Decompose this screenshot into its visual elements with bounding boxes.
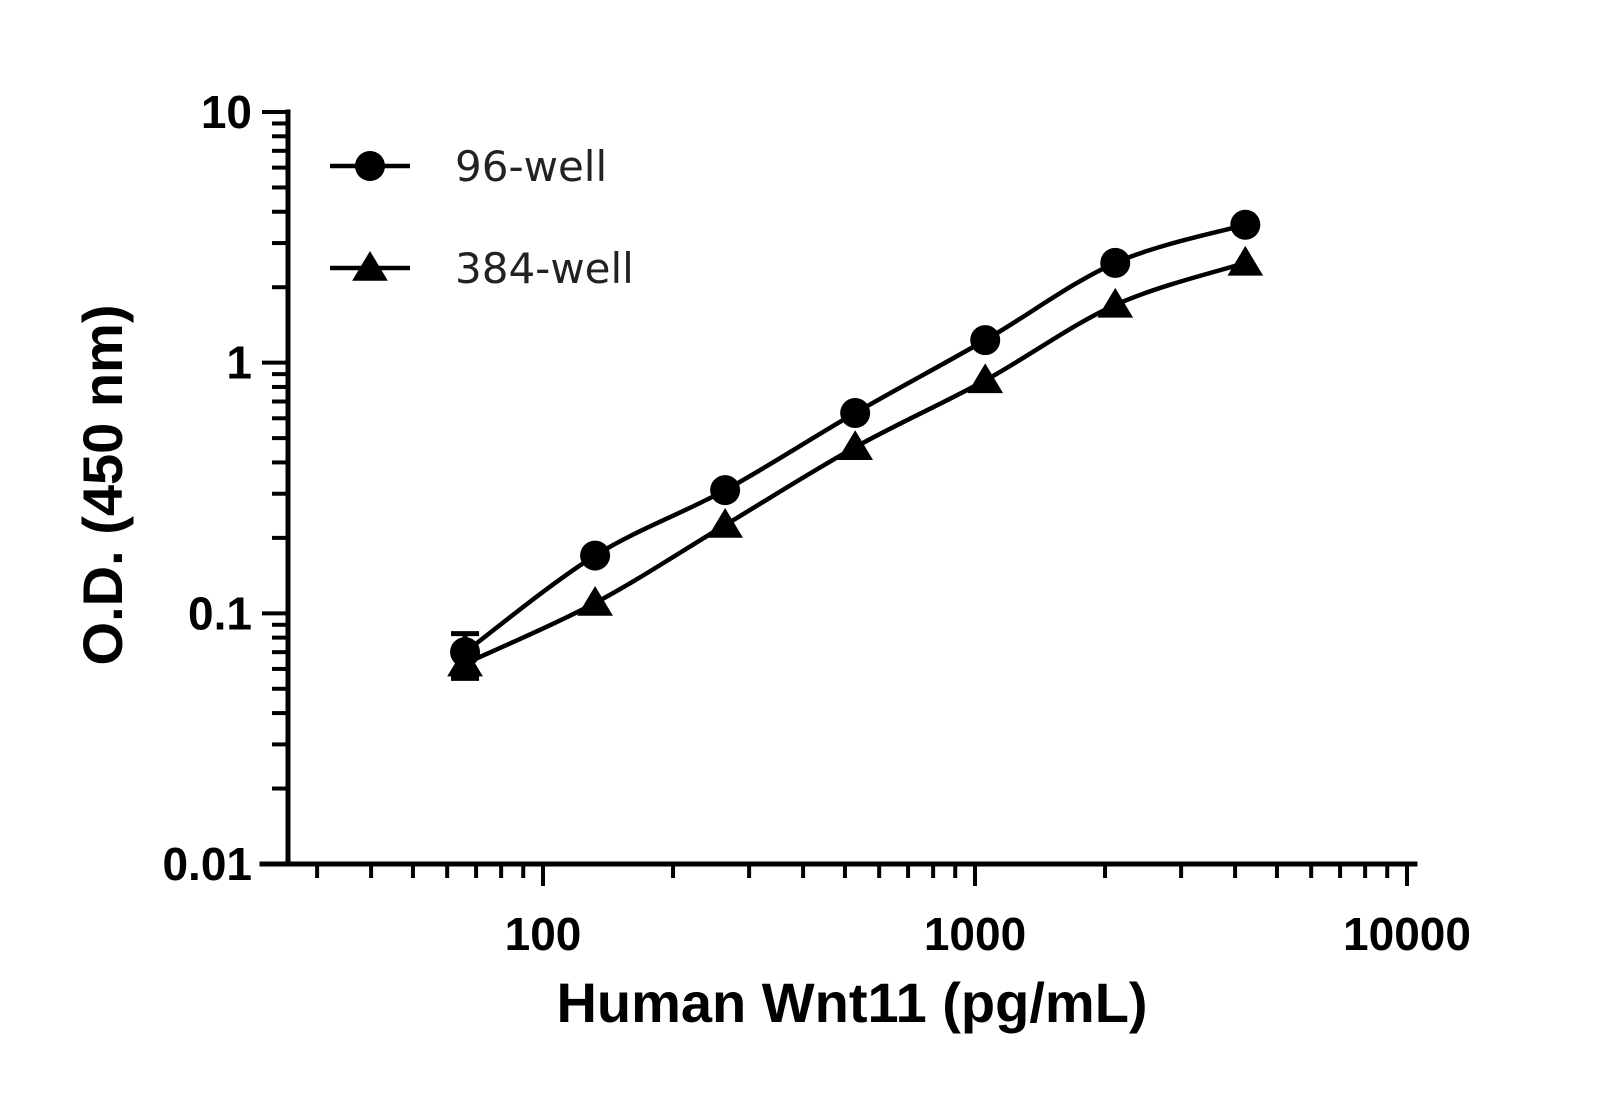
series-line-384-well <box>464 260 1247 666</box>
y-tick-label: 10 <box>201 86 252 138</box>
x-axis-title: Human Wnt11 (pg/mL) <box>556 971 1147 1034</box>
data-point-circle <box>1230 209 1261 240</box>
data-point-triangle <box>1227 245 1264 276</box>
legend-label-384-well: 384-well <box>455 244 634 293</box>
data-point-triangle <box>837 430 874 460</box>
data-point-circle <box>1100 247 1131 278</box>
legend: 96-well 384-well <box>330 142 634 293</box>
data-point-triangle <box>447 646 483 677</box>
y-axis-title: O.D. (450 nm) <box>71 305 134 666</box>
x-tick-label: 10000 <box>1343 908 1471 960</box>
data-point-circle <box>710 475 741 506</box>
data-point-triangle <box>577 585 613 616</box>
data-point-circle <box>840 397 871 428</box>
series-layer <box>447 209 1264 681</box>
y-tick-label: 0.1 <box>188 587 252 639</box>
x-tick-label: 1000 <box>924 908 1026 960</box>
x-tick-label: 100 <box>505 908 582 960</box>
x-axis-ticks: 100 1000 10000 <box>315 864 1471 960</box>
y-tick-label: 1 <box>226 337 252 389</box>
data-point-circle <box>580 540 611 571</box>
legend-item-96-well: 96-well <box>330 142 607 191</box>
y-tick-label: 0.01 <box>162 838 252 890</box>
legend-item-384-well: 384-well <box>330 244 634 293</box>
series-384-well <box>447 245 1264 681</box>
legend-label-96-well: 96-well <box>455 142 607 191</box>
legend-triangle-marker <box>352 251 388 281</box>
data-point-triangle <box>707 508 743 538</box>
y-axis-ticks: 0.01 0.1 1 10 <box>162 86 288 890</box>
data-point-triangle <box>967 363 1004 394</box>
legend-circle-marker <box>355 151 385 181</box>
data-point-circle <box>970 325 1001 356</box>
data-point-triangle <box>1097 287 1134 318</box>
